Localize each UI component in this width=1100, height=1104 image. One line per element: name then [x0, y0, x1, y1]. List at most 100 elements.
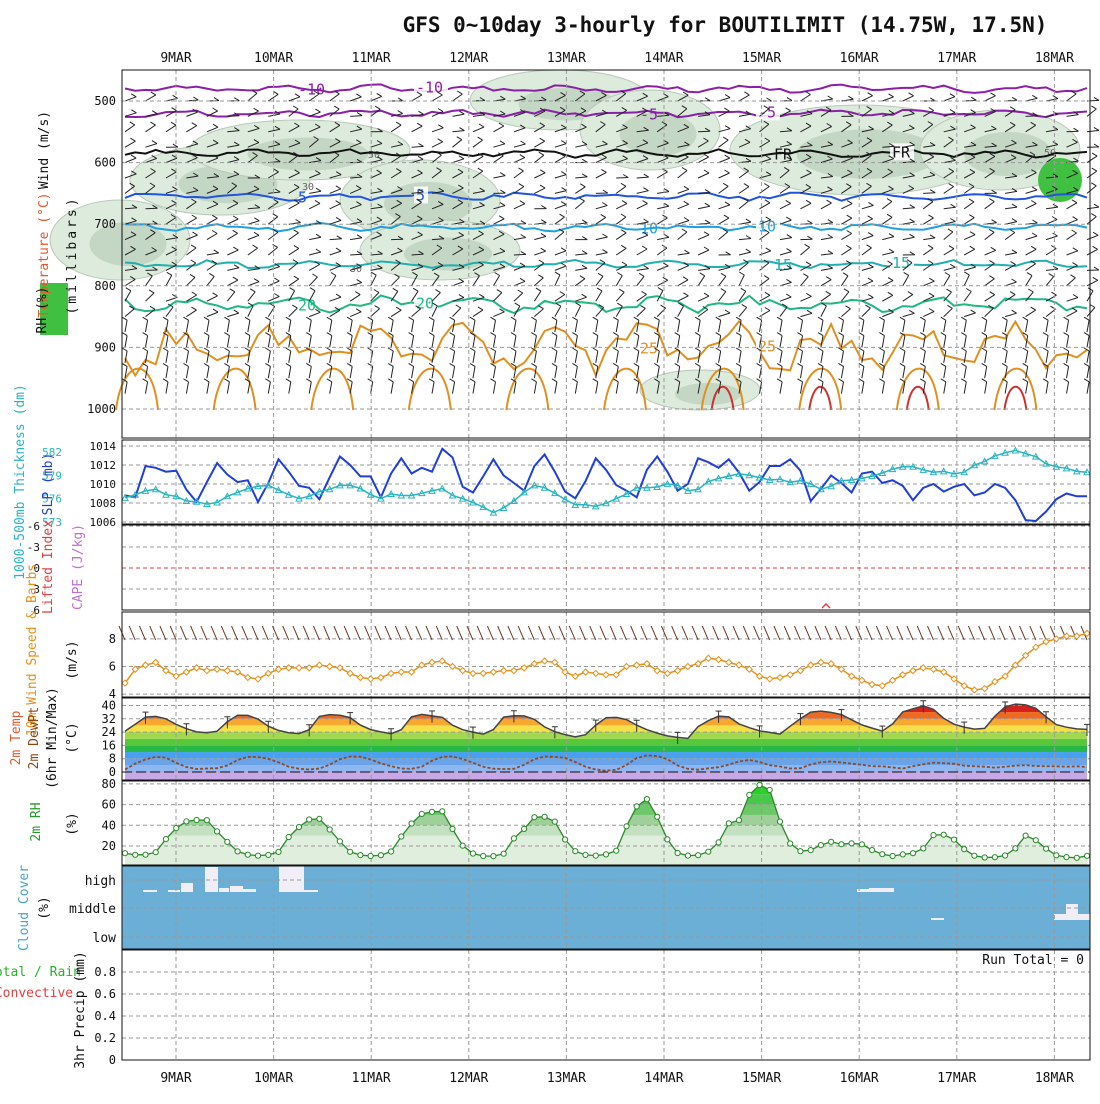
upper-wind-barb-flag	[347, 363, 352, 366]
upper-wind-barb-flag	[552, 363, 557, 366]
wind10m-point	[245, 675, 251, 681]
upper-wind-barb-flag	[151, 122, 156, 125]
upper-wind-barb-flag	[1032, 187, 1037, 190]
upper-wind-barb-flag	[450, 379, 455, 382]
upper-wind-barb-flag	[805, 244, 810, 247]
upper-wind-barb-flag	[887, 199, 892, 202]
rh-band	[122, 784, 1090, 794]
upper-wind-barb	[391, 320, 393, 332]
wind10m-point	[316, 662, 322, 668]
upper-wind-barb-flag	[716, 317, 721, 320]
upper-wind-barb-flag	[654, 363, 659, 366]
upper-wind-barb-flag	[388, 363, 393, 366]
upper-wind-barb	[739, 275, 744, 286]
upper-wind-barb	[903, 295, 913, 302]
temp-ylabels: 2m Temp 2m DewPt (6hr Min/Max) (°C)	[9, 687, 80, 789]
upper-wind-barb-flag	[479, 294, 484, 297]
upper-wind-barb-flag	[538, 306, 543, 309]
upper-wind-barb-flag	[459, 128, 464, 131]
upper-wind-barb-flag	[742, 304, 747, 307]
upper-wind-barb	[719, 218, 729, 224]
upper-wind-barb	[923, 351, 925, 363]
wind10m-barb	[160, 626, 166, 640]
wind10m-units: (m/s)	[65, 640, 80, 679]
wind10m-barb	[713, 626, 719, 640]
upper-wind-barb	[985, 336, 987, 348]
wind10m-barb	[631, 626, 637, 640]
wind10m-point	[675, 668, 681, 674]
cloud-tick-label: high	[85, 874, 116, 889]
upper-wind-barb-flag	[556, 303, 561, 306]
upper-wind-barb	[186, 366, 188, 378]
upper-wind-barb-flag	[1027, 273, 1032, 276]
upper-wind-barb	[637, 249, 647, 255]
temp-tick-label: 32	[102, 712, 116, 726]
wind10m-barb	[170, 626, 176, 640]
upper-wind-barb-flag	[725, 202, 730, 205]
upper-wind-barb	[125, 279, 135, 285]
rh-point	[900, 852, 905, 857]
upper-wind-barb-flag	[521, 235, 526, 238]
upper-wind-barb	[739, 239, 751, 240]
isotherm-label: -10	[298, 81, 325, 99]
upper-wind-barb-flag	[744, 92, 749, 95]
upper-wind-barb	[555, 144, 566, 148]
upper-wind-barb-flag	[603, 234, 608, 237]
upper-wind-barb	[186, 310, 196, 317]
temp-band	[122, 739, 1090, 746]
upper-wind-barb-flag	[190, 274, 195, 277]
rh-point	[532, 815, 537, 820]
upper-wind-barb	[719, 186, 729, 193]
upper-wind-barb	[657, 206, 669, 209]
date-label-bottom: 12MAR	[449, 1071, 488, 1086]
upper-wind-barb-flag	[562, 188, 567, 191]
upper-wind-barb	[657, 280, 668, 286]
upper-wind-barb	[964, 313, 975, 317]
upper-wind-barb	[1026, 249, 1037, 255]
wind10m-barb	[467, 626, 473, 640]
upper-wind-barb-flag	[765, 200, 770, 203]
cloud-bar	[304, 890, 318, 892]
rh-point	[225, 839, 230, 844]
temp-band	[122, 705, 1090, 712]
upper-wind-barb	[350, 312, 361, 317]
rh-point	[870, 848, 875, 853]
upper-wind-barb-flag	[1023, 317, 1028, 320]
upper-wind-barb	[903, 320, 905, 332]
upper-wind-barb	[207, 276, 214, 285]
upper-wind-barb	[452, 282, 463, 286]
date-label-bottom: 14MAR	[644, 1071, 683, 1086]
upper-wind-barb	[882, 202, 892, 209]
upper-wind-barb	[514, 293, 523, 301]
upper-wind-barb-flag	[204, 317, 209, 320]
upper-wind-barb	[555, 205, 566, 209]
upper-wind-barb-flag	[213, 124, 218, 127]
upper-wind-barb	[800, 296, 811, 301]
temp-band	[122, 732, 1090, 739]
upper-wind-barb	[964, 292, 971, 302]
upper-wind-barb	[207, 264, 217, 271]
upper-wind-barb	[944, 366, 946, 378]
upper-wind-barb-flag	[572, 333, 577, 336]
upper-wind-barb-flag	[1094, 267, 1099, 270]
upper-wind-barb-flag	[192, 292, 197, 295]
upper-wind-barb	[452, 159, 463, 163]
upper-wind-barb-flag	[582, 265, 587, 268]
upper-wind-barb-flag	[889, 94, 894, 97]
upper-wind-barb-flag	[603, 250, 608, 253]
upper-wind-barb-flag	[969, 199, 974, 202]
upper-wind-barb	[207, 296, 218, 301]
rh-point	[337, 839, 342, 844]
date-label-bottom: 10MAR	[254, 1071, 293, 1086]
upper-wind-barb	[330, 189, 341, 194]
upper-wind-barb	[514, 158, 525, 163]
upper-wind-barb-flag	[736, 363, 741, 366]
upper-wind-barb-flag	[950, 264, 955, 267]
upper-wind-barb	[719, 158, 730, 163]
upper-wind-barb-flag	[961, 379, 966, 382]
upper-wind-barb	[248, 382, 250, 394]
upper-wind-barb	[1087, 130, 1099, 131]
upper-wind-barb-flag	[388, 379, 393, 382]
wind10m-point	[716, 657, 722, 663]
upper-wind-barb	[964, 267, 976, 270]
